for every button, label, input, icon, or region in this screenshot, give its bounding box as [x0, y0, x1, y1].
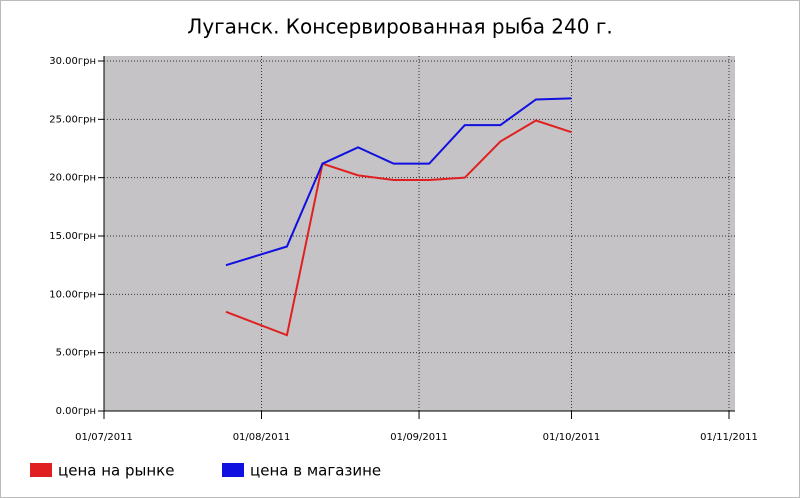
y-tick-label: 30.00грн [49, 56, 96, 67]
x-tick-label: 01/08/2011 [233, 432, 291, 443]
chart-title: Луганск. Консервированная рыба 240 г. [187, 15, 612, 39]
line [225, 119, 572, 337]
legend-label: цена на рынке [58, 462, 174, 480]
legend-swatch [222, 463, 244, 477]
y-tick-label: 10.00грн [49, 289, 96, 300]
y-tick-label: 15.00грн [49, 231, 96, 242]
x-tick-label: 01/09/2011 [390, 432, 448, 443]
line [225, 97, 572, 267]
y-tick-label: 20.00грн [49, 173, 96, 184]
x-tick-label: 01/11/2011 [700, 432, 758, 443]
x-tick-label: 01/07/2011 [75, 432, 133, 443]
y-tick-label: 0.00грн [56, 406, 96, 417]
legend-label: цена в магазине [250, 462, 381, 480]
y-tick-label: 5.00грн [56, 348, 96, 359]
x-tick-label: 01/10/2011 [543, 432, 601, 443]
legend-swatch [30, 463, 52, 477]
y-tick-label: 25.00грн [49, 114, 96, 125]
